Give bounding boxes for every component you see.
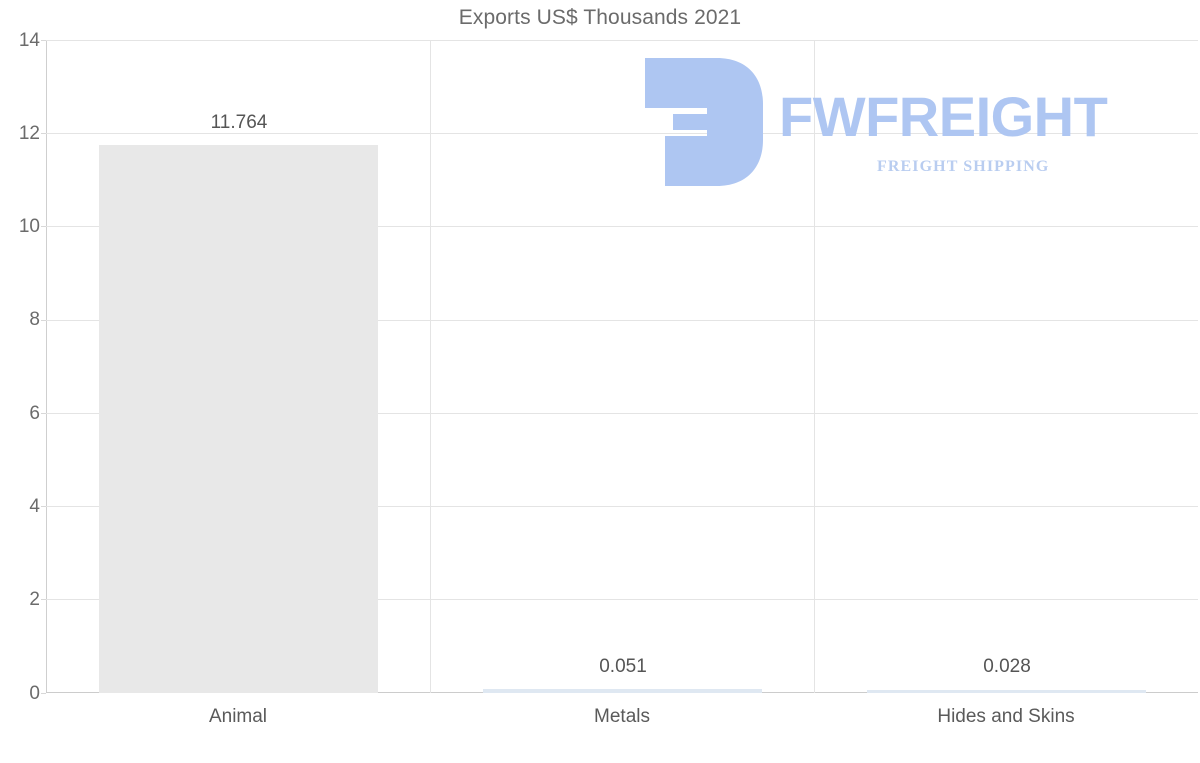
y-tick-mark-10 (41, 226, 46, 227)
bar-animal[interactable] (99, 145, 378, 693)
x-label-animal: Animal (208, 706, 268, 727)
y-tick-label-14: 14 (18, 30, 40, 51)
category-divider-2 (814, 40, 815, 693)
y-tick-label-6: 6 (29, 403, 40, 424)
gridline-12 (46, 133, 1198, 134)
y-tick-label-2: 2 (29, 589, 40, 610)
gridline-6 (46, 413, 1198, 414)
gridline-2 (46, 599, 1198, 600)
y-tick-label-0: 0 (29, 683, 40, 704)
x-label-metals: Metals (594, 706, 650, 727)
category-divider-1 (430, 40, 431, 693)
data-label-hides-and-skins: 0.028 (983, 656, 1031, 677)
x-label-hides-and-skins: Hides and Skins (937, 706, 1075, 727)
y-tick-mark-6 (41, 413, 46, 414)
y-tick-mark-2 (41, 599, 46, 600)
y-tick-label-10: 10 (18, 216, 40, 237)
gridline-14 (46, 40, 1198, 41)
y-tick-mark-0 (41, 693, 46, 694)
y-tick-mark-8 (41, 320, 46, 321)
y-axis-line (46, 40, 47, 693)
gridline-8 (46, 320, 1198, 321)
y-tick-label-12: 12 (18, 123, 40, 144)
y-tick-label-4: 4 (29, 496, 40, 517)
y-tick-mark-4 (41, 506, 46, 507)
data-label-animal: 11.764 (210, 112, 268, 133)
chart-title: Exports US$ Thousands 2021 (458, 6, 742, 29)
plot-area (46, 40, 1198, 693)
y-tick-mark-14 (41, 40, 46, 41)
y-axis: 14 12 10 8 6 4 2 0 (0, 31, 46, 703)
bar-metals[interactable] (483, 689, 762, 693)
y-tick-mark-12 (41, 133, 46, 134)
data-label-metals: 0.051 (599, 656, 647, 677)
bar-hides-and-skins[interactable] (867, 690, 1146, 693)
gridline-4 (46, 506, 1198, 507)
y-tick-label-8: 8 (29, 309, 40, 330)
gridline-10 (46, 226, 1198, 227)
